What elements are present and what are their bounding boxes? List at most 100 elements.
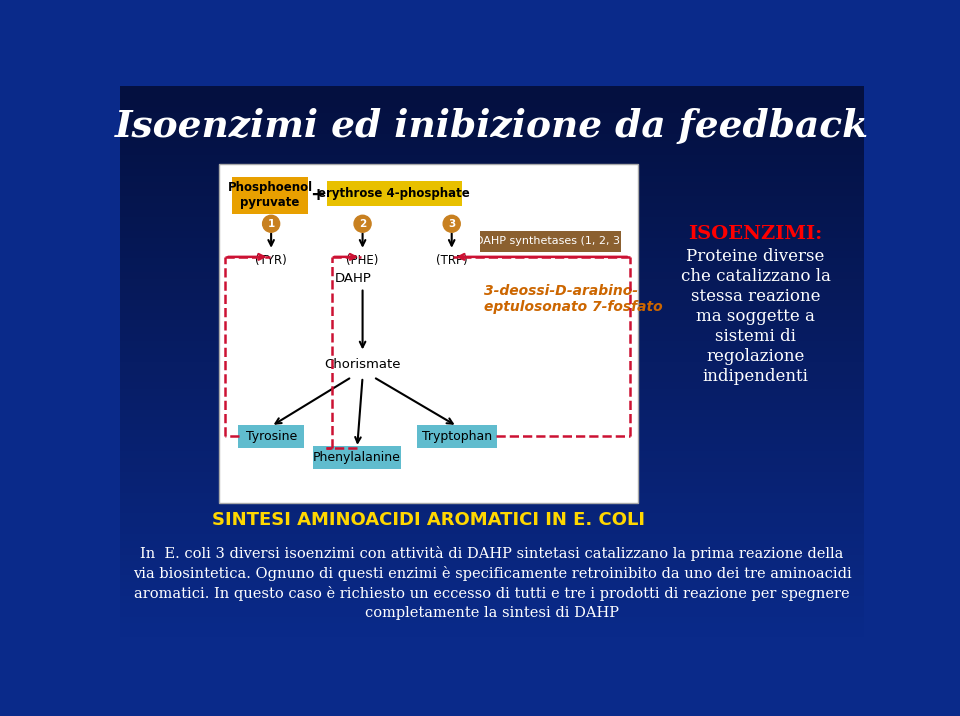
Bar	[120, 554, 864, 562]
Bar	[120, 244, 864, 252]
Text: 1: 1	[268, 219, 275, 228]
Bar	[120, 127, 864, 135]
Bar	[120, 120, 864, 128]
Bar	[120, 430, 864, 438]
Bar	[120, 561, 864, 569]
Bar	[120, 541, 864, 548]
Bar	[120, 437, 864, 445]
Bar	[120, 472, 864, 480]
Bar	[120, 320, 864, 328]
Bar	[120, 293, 864, 300]
Bar	[120, 155, 864, 163]
FancyBboxPatch shape	[327, 181, 462, 206]
Bar	[120, 100, 864, 107]
Text: Proteine diverse: Proteine diverse	[686, 248, 825, 266]
Bar	[120, 362, 864, 369]
Bar	[120, 451, 864, 459]
Bar	[120, 520, 864, 528]
Bar	[120, 624, 864, 631]
Bar	[120, 417, 864, 425]
Text: che catalizzano la: che catalizzano la	[681, 268, 830, 286]
Bar	[120, 175, 864, 183]
Bar	[120, 148, 864, 155]
Circle shape	[444, 216, 460, 232]
Text: erythrose 4-phosphate: erythrose 4-phosphate	[319, 187, 470, 200]
Bar	[120, 485, 864, 493]
Bar	[120, 396, 864, 404]
Bar	[120, 575, 864, 583]
Bar	[120, 369, 864, 376]
Text: aromatici. In questo caso è richiesto un eccesso di tutti e tre i prodotti di re: aromatici. In questo caso è richiesto un…	[134, 586, 850, 601]
FancyBboxPatch shape	[480, 231, 621, 252]
Bar	[120, 258, 864, 266]
Bar	[120, 265, 864, 273]
Bar	[120, 354, 864, 362]
Bar	[120, 506, 864, 514]
Text: sistemi di: sistemi di	[715, 329, 796, 345]
Bar	[120, 390, 864, 397]
Bar	[120, 348, 864, 355]
Bar	[120, 410, 864, 417]
FancyBboxPatch shape	[313, 446, 401, 470]
Bar	[120, 107, 864, 115]
FancyBboxPatch shape	[417, 425, 497, 448]
Bar	[120, 306, 864, 314]
Bar	[120, 616, 864, 624]
Bar	[120, 534, 864, 541]
Text: Tyrosine: Tyrosine	[246, 430, 297, 442]
Bar	[120, 272, 864, 280]
Bar	[120, 382, 864, 390]
Text: indipendenti: indipendenti	[703, 369, 808, 385]
Bar	[120, 251, 864, 259]
Bar	[120, 603, 864, 611]
Circle shape	[263, 216, 279, 232]
Text: (TRP): (TRP)	[436, 253, 468, 267]
Text: DAHP: DAHP	[335, 272, 372, 285]
Bar	[120, 327, 864, 335]
Bar	[120, 424, 864, 431]
Bar	[120, 286, 864, 294]
Bar	[120, 113, 864, 121]
Bar	[120, 238, 864, 245]
Bar	[120, 589, 864, 596]
Bar	[120, 210, 864, 218]
FancyBboxPatch shape	[231, 177, 308, 214]
Bar	[120, 341, 864, 349]
Text: via biosintetica. Ognuno di questi enzimi è specificamente retroinibito da uno d: via biosintetica. Ognuno di questi enzim…	[132, 566, 852, 581]
Text: stessa reazione: stessa reazione	[691, 289, 820, 306]
Bar	[120, 134, 864, 142]
Bar	[120, 162, 864, 170]
Bar	[120, 196, 864, 204]
Text: Phenylalanine: Phenylalanine	[313, 451, 401, 465]
Text: 2: 2	[359, 219, 366, 228]
Bar	[120, 299, 864, 307]
FancyBboxPatch shape	[238, 425, 304, 448]
Bar	[120, 314, 864, 321]
Bar	[120, 203, 864, 211]
Bar	[120, 630, 864, 638]
Bar	[120, 223, 864, 231]
Text: Isoenzimi ed inibizione da feedback: Isoenzimi ed inibizione da feedback	[115, 107, 869, 145]
Text: Phosphoenol
pyruvate: Phosphoenol pyruvate	[228, 181, 313, 209]
Bar	[120, 610, 864, 617]
Bar	[120, 479, 864, 486]
Circle shape	[354, 216, 372, 232]
Text: +: +	[310, 186, 325, 204]
Text: ma soggette a: ma soggette a	[696, 309, 815, 325]
Bar	[120, 513, 864, 521]
Text: Tryptophan: Tryptophan	[422, 430, 492, 442]
Bar	[120, 334, 864, 342]
Bar	[120, 527, 864, 535]
Bar	[120, 279, 864, 286]
Bar	[120, 183, 864, 190]
Bar	[120, 500, 864, 507]
Bar	[120, 582, 864, 590]
Text: completamente la sintesi di DAHP: completamente la sintesi di DAHP	[365, 606, 619, 621]
Text: Chorismate: Chorismate	[324, 358, 401, 371]
Bar	[120, 217, 864, 225]
Bar	[120, 403, 864, 410]
Bar	[120, 86, 864, 94]
Bar	[120, 569, 864, 576]
Bar	[120, 168, 864, 176]
FancyBboxPatch shape	[219, 165, 637, 503]
